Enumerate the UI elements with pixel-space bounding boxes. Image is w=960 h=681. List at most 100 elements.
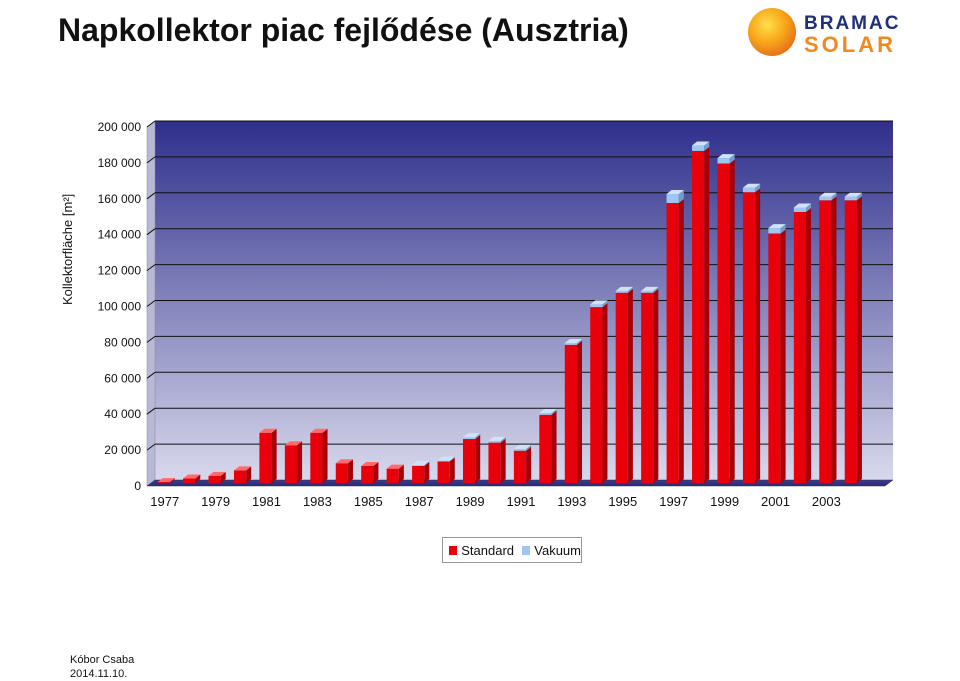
bar-chart: 0 20 000 40 000 60 000 80 000 100 000 120 000 1… (98, 120, 894, 509)
bar-standard-1987 (412, 465, 425, 483)
bar-vakuum-side-1994 (602, 300, 608, 308)
bar-vakuum-side-1999 (729, 154, 735, 164)
footer: Kóbor Csaba 2014.11.10. (70, 653, 134, 681)
bar-top-1979 (208, 471, 226, 476)
y-tick-label: 200 000 (98, 120, 142, 134)
bar-standard-side-1985 (373, 461, 379, 483)
bar-vakuum-side-1987 (424, 461, 430, 466)
bar-vakuum-2004 (844, 196, 857, 201)
x-tick-label: 1979 (201, 494, 230, 509)
bar-top-2004 (844, 192, 862, 197)
bar-vakuum-1988 (437, 460, 450, 462)
bar-standard-1981 (259, 432, 272, 483)
legend-label-standard: Standard (461, 542, 515, 558)
bar-standard-2000 (742, 192, 756, 483)
bar-top-1991 (513, 444, 532, 449)
bar-standard-side-1982 (297, 441, 303, 483)
bar-vakuum-1999 (717, 158, 730, 164)
y-tick-label: 20 000 (104, 443, 141, 457)
bar-standard-side-1979 (220, 471, 226, 483)
bar-vakuum-side-1991 (526, 444, 532, 451)
date: 2014.11.10. (70, 668, 128, 680)
bar-standard-side-1995 (627, 288, 633, 483)
bar-standard-1988 (437, 461, 450, 483)
bar-vakuum-side-2004 (856, 192, 862, 201)
x-tick-label: 1981 (252, 494, 281, 509)
bar-standard-side-2003 (831, 196, 837, 483)
bar-standard-side-1990 (500, 438, 506, 483)
bar-standard-side-1987 (424, 461, 430, 483)
bar-vakuum-side-2002 (806, 203, 812, 212)
bar-vakuum-side-1996 (653, 286, 659, 293)
gridline-side (146, 407, 156, 415)
y-tick-label: 40 000 (104, 407, 141, 421)
bar-top-2002 (793, 203, 812, 208)
bar-standard-side-1986 (398, 464, 404, 483)
chart-legend: Standard Vakuum (442, 537, 582, 563)
page-title: Napkollektor piac fejlődése (Ausztria) (58, 12, 629, 48)
bar-top-1982 (284, 441, 303, 446)
y-tick-label: 180 000 (98, 156, 142, 170)
bar-vakuum-side-1997 (678, 190, 684, 203)
bar-standard-1984 (335, 463, 348, 483)
bar-vakuum-side-1988 (449, 456, 455, 462)
bar-standard-side-1988 (449, 457, 455, 483)
bar-vakuum-side-2001 (780, 224, 786, 234)
bar-standard-1986 (386, 468, 399, 483)
bar-vakuum-1995 (615, 290, 628, 293)
x-tick-label: 2003 (812, 494, 841, 509)
bar-standard-2004 (844, 200, 857, 483)
bar-vakuum-1994 (590, 304, 603, 308)
bar-standard-1980 (233, 470, 247, 483)
bar-vakuum-1989 (462, 437, 476, 440)
bar-vakuum-1987 (412, 465, 425, 466)
gridline-side (146, 371, 156, 379)
legend-swatch-standard (449, 545, 458, 555)
legend-label-vakuum: Vakuum (534, 542, 581, 558)
bar-top-1999 (717, 154, 735, 159)
bar-top-1995 (615, 286, 633, 291)
bar-vakuum-2002 (793, 207, 807, 212)
bar-standard-side-2002 (806, 207, 812, 483)
bar-vakuum-side-1990 (500, 436, 506, 443)
bar-standard-1997 (666, 202, 679, 484)
x-tick-label: 1995 (608, 494, 637, 509)
bar-top-1985 (361, 461, 379, 466)
bar-top-1977 (157, 478, 175, 483)
bar-vakuum-side-2000 (755, 183, 761, 193)
gridline-side (146, 264, 156, 272)
bar-standard-1978 (183, 478, 196, 483)
bar-standard-side-1996 (653, 288, 659, 483)
x-tick-label: 1983 (303, 494, 332, 509)
bar-vakuum-2003 (819, 196, 832, 201)
bar-vakuum-side-1989 (475, 433, 481, 440)
bar-top-1981 (259, 428, 277, 433)
bar-standard-side-1977 (169, 478, 175, 483)
bar-vakuum-side-1992 (551, 408, 557, 415)
bar-vakuum-1996 (641, 290, 654, 293)
gridline-side (146, 443, 156, 451)
y-tick-label: 120 000 (98, 264, 142, 278)
bar-standard-1985 (361, 465, 374, 483)
bar-standard-1992 (539, 414, 552, 483)
gridline-side (146, 120, 156, 128)
x-tick-label: 1991 (507, 494, 536, 509)
bar-vakuum-side-1993 (577, 338, 583, 345)
bar-standard-side-1989 (475, 435, 481, 483)
bar-standard-side-1983 (322, 428, 328, 483)
bar-standard-2003 (819, 200, 832, 483)
bar-standard-side-1991 (526, 446, 532, 483)
bar-standard-2001 (768, 233, 781, 483)
sun-icon (748, 8, 796, 56)
bar-top-1984 (335, 459, 353, 464)
bar-top-1980 (233, 466, 252, 471)
bar-standard-side-2000 (755, 188, 761, 483)
gridline-side (146, 335, 156, 343)
bar-vakuum-2000 (742, 187, 756, 193)
bar-standard-1983 (310, 432, 323, 483)
y-tick-label: 60 000 (104, 371, 141, 385)
y-tick-label: 160 000 (98, 192, 142, 206)
bar-top-1994 (590, 300, 608, 305)
bar-standard-2002 (793, 211, 807, 483)
bar-standard-side-1993 (577, 340, 583, 483)
